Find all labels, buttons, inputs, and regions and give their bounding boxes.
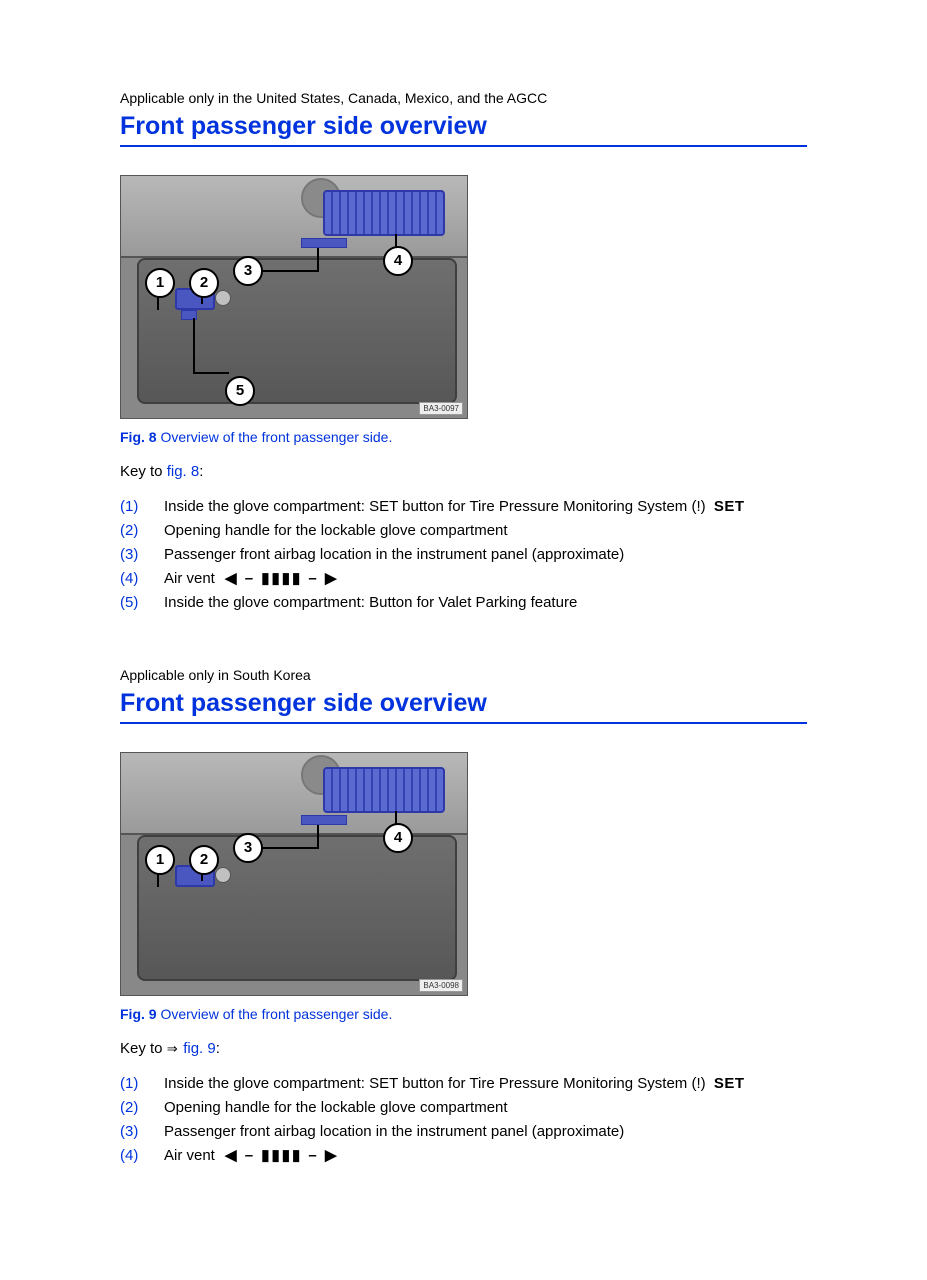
key-item-number: (1) bbox=[120, 1072, 164, 1096]
section-title: Front passenger side overview bbox=[120, 689, 807, 724]
set-symbol: SET bbox=[714, 498, 745, 515]
key-item-text-content: Air vent bbox=[164, 570, 215, 587]
glove-compartment-door bbox=[137, 258, 457, 404]
key-item-number: (4) bbox=[120, 567, 164, 591]
key-item: (2) Opening handle for the lockable glov… bbox=[120, 1096, 807, 1120]
manual-page: Applicable only in the United States, Ca… bbox=[0, 0, 927, 1280]
set-symbol: SET bbox=[714, 1075, 745, 1092]
key-item-number: (1) bbox=[120, 495, 164, 519]
applicability-note: Applicable only in South Korea bbox=[120, 667, 807, 683]
callout-4: 4 bbox=[383, 246, 413, 276]
leader-line bbox=[317, 248, 319, 272]
key-intro-prefix: Key to bbox=[120, 1040, 167, 1057]
key-intro-prefix: Key to bbox=[120, 463, 167, 480]
key-intro-suffix: : bbox=[216, 1040, 220, 1057]
key-item-number: (5) bbox=[120, 591, 164, 615]
figure-9-caption: Fig. 9 Overview of the front passenger s… bbox=[120, 1006, 468, 1022]
figure-desc: Overview of the front passenger side. bbox=[160, 429, 392, 445]
key-item-text-content: Air vent bbox=[164, 1147, 215, 1164]
applicability-note: Applicable only in the United States, Ca… bbox=[120, 90, 807, 106]
figure-link[interactable]: fig. 8 bbox=[167, 463, 200, 480]
section-us-ca-mx-agcc: Applicable only in the United States, Ca… bbox=[120, 90, 807, 615]
glove-lock-graphic bbox=[215, 867, 231, 883]
key-item: (3) Passenger front airbag location in t… bbox=[120, 543, 807, 567]
key-item-text: Inside the glove compartment: SET button… bbox=[164, 1072, 807, 1096]
key-item-text: Passenger front airbag location in the i… bbox=[164, 543, 807, 567]
figure-8-wrap: 1 2 3 4 5 BA3-0097 Fig. 8 Overview of th… bbox=[120, 175, 468, 445]
key-item: (4) Air vent ◀ – ▮▮▮▮ – ▶ bbox=[120, 1144, 807, 1168]
key-item-text: Opening handle for the lockable glove co… bbox=[164, 519, 807, 543]
section-south-korea: Applicable only in South Korea Front pas… bbox=[120, 667, 807, 1168]
air-vent-symbol: ◀ – ▮▮▮▮ – ▶ bbox=[225, 567, 338, 591]
key-list: (1) Inside the glove compartment: SET bu… bbox=[120, 495, 807, 615]
tpms-icon: (!) bbox=[691, 498, 705, 515]
leader-line bbox=[195, 372, 229, 374]
key-intro: Key to ⇒ fig. 9: bbox=[120, 1040, 807, 1057]
figure-label: Fig. 9 bbox=[120, 1006, 157, 1022]
air-vent-graphic bbox=[323, 767, 445, 813]
key-item-text: Inside the glove compartment: Button for… bbox=[164, 591, 807, 615]
photo-id-label: BA3-0097 bbox=[419, 402, 463, 415]
figure-8-caption: Fig. 8 Overview of the front passenger s… bbox=[120, 429, 468, 445]
figure-link[interactable]: fig. 9 bbox=[183, 1040, 216, 1057]
key-item-text: Passenger front airbag location in the i… bbox=[164, 1120, 807, 1144]
callout-1: 1 bbox=[145, 268, 175, 298]
callout-3: 3 bbox=[233, 833, 263, 863]
key-list: (1) Inside the glove compartment: SET bu… bbox=[120, 1072, 807, 1168]
tpms-icon: (!) bbox=[691, 1075, 705, 1092]
callout-3: 3 bbox=[233, 256, 263, 286]
key-item: (3) Passenger front airbag location in t… bbox=[120, 1120, 807, 1144]
figure-9-wrap: 1 2 3 4 BA3-0098 Fig. 9 Overview of the … bbox=[120, 752, 468, 1022]
callout-2: 2 bbox=[189, 268, 219, 298]
figure-9: 1 2 3 4 BA3-0098 bbox=[120, 752, 468, 996]
key-item-text: Air vent ◀ – ▮▮▮▮ – ▶ bbox=[164, 567, 807, 591]
air-vent-symbol: ◀ – ▮▮▮▮ – ▶ bbox=[225, 1144, 338, 1168]
key-item-text: Air vent ◀ – ▮▮▮▮ – ▶ bbox=[164, 1144, 807, 1168]
leader-line bbox=[259, 847, 319, 849]
airbag-label-graphic bbox=[301, 238, 347, 248]
key-item-number: (2) bbox=[120, 519, 164, 543]
arrow-icon: ⇒ bbox=[167, 1041, 182, 1056]
key-item: (1) Inside the glove compartment: SET bu… bbox=[120, 1072, 807, 1096]
figure-desc: Overview of the front passenger side. bbox=[160, 1006, 392, 1022]
leader-line bbox=[317, 825, 319, 849]
photo-id-label: BA3-0098 bbox=[419, 979, 463, 992]
key-intro: Key to fig. 8: bbox=[120, 463, 807, 480]
glove-compartment-door bbox=[137, 835, 457, 981]
key-item-text-content: Inside the glove compartment: SET button… bbox=[164, 1075, 687, 1092]
key-item-number: (2) bbox=[120, 1096, 164, 1120]
callout-2: 2 bbox=[189, 845, 219, 875]
air-vent-graphic bbox=[323, 190, 445, 236]
key-item-number: (3) bbox=[120, 543, 164, 567]
airbag-label-graphic bbox=[301, 815, 347, 825]
key-item-text: Opening handle for the lockable glove co… bbox=[164, 1096, 807, 1120]
callout-5: 5 bbox=[225, 376, 255, 406]
figure-label: Fig. 8 bbox=[120, 429, 157, 445]
key-intro-suffix: : bbox=[199, 463, 203, 480]
leader-line bbox=[193, 318, 195, 374]
key-item-number: (4) bbox=[120, 1144, 164, 1168]
key-item: (2) Opening handle for the lockable glov… bbox=[120, 519, 807, 543]
key-item: (5) Inside the glove compartment: Button… bbox=[120, 591, 807, 615]
callout-1: 1 bbox=[145, 845, 175, 875]
key-item: (1) Inside the glove compartment: SET bu… bbox=[120, 495, 807, 519]
figure-8: 1 2 3 4 5 BA3-0097 bbox=[120, 175, 468, 419]
glove-lock-graphic bbox=[215, 290, 231, 306]
key-item-number: (3) bbox=[120, 1120, 164, 1144]
key-item: (4) Air vent ◀ – ▮▮▮▮ – ▶ bbox=[120, 567, 807, 591]
key-item-text-content: Inside the glove compartment: SET button… bbox=[164, 498, 687, 515]
leader-line bbox=[259, 270, 319, 272]
callout-4: 4 bbox=[383, 823, 413, 853]
section-title: Front passenger side overview bbox=[120, 112, 807, 147]
key-item-text: Inside the glove compartment: SET button… bbox=[164, 495, 807, 519]
